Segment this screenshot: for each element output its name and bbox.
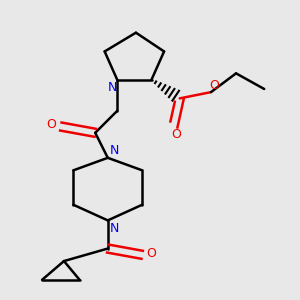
Text: O: O (172, 128, 182, 141)
Text: O: O (209, 80, 219, 92)
Text: O: O (46, 118, 56, 131)
Text: N: N (109, 143, 119, 157)
Text: N: N (109, 222, 119, 235)
Text: O: O (147, 247, 157, 260)
Text: N: N (108, 81, 117, 94)
